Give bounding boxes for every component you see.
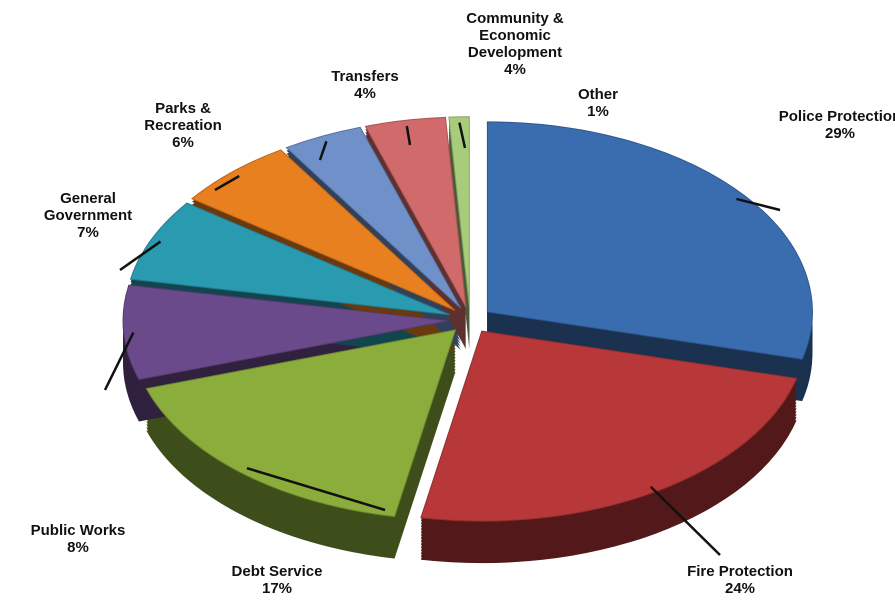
value-label: 24%: [724, 580, 756, 597]
category-label: Parks & Recreation: [144, 100, 222, 134]
category-label: Community & Economic Development: [466, 10, 564, 61]
value-label: 4%: [504, 61, 526, 78]
value-label: 7%: [77, 224, 99, 241]
category-label: Debt Service: [231, 563, 323, 580]
leader-line: [119, 240, 162, 272]
slice: [122, 284, 449, 381]
value-label: 4%: [354, 85, 376, 102]
data-label: Debt Service 17%: [182, 563, 372, 597]
category-label: Fire Protection: [687, 563, 793, 580]
slice: [145, 329, 457, 518]
data-label: Community & Economic Development 4%: [420, 10, 610, 78]
slice: [191, 149, 456, 311]
value-label: 8%: [67, 539, 89, 556]
category-label: Police Protection: [778, 108, 895, 125]
slice: [486, 121, 813, 360]
leader-line: [318, 140, 328, 161]
data-label: Public Works 8%: [0, 522, 173, 556]
value-label: 29%: [824, 125, 856, 142]
data-label: Parks & Recreation 6%: [88, 100, 278, 151]
leader-line: [214, 174, 240, 192]
value-label: 1%: [587, 103, 609, 120]
slice: [364, 116, 467, 308]
data-label: Police Protection 29%: [745, 108, 895, 142]
category-label: General Government: [43, 190, 133, 224]
slice: [285, 126, 462, 309]
slice: [448, 116, 470, 307]
value-label: 17%: [261, 580, 293, 597]
data-label: Other 1%: [503, 86, 693, 120]
data-label: Transfers 4%: [270, 68, 460, 102]
leader-line: [458, 122, 467, 149]
leader-line: [246, 466, 386, 512]
slice: [129, 202, 451, 316]
category-label: Transfers: [331, 68, 399, 85]
category-label: Public Works: [30, 522, 126, 539]
data-label: Fire Protection 24%: [645, 563, 835, 597]
value-label: 6%: [172, 134, 194, 151]
leader-line: [649, 485, 721, 556]
category-label: Other: [577, 86, 618, 103]
leader-line: [405, 125, 412, 146]
leader-line: [736, 197, 781, 212]
data-label: General Government 7%: [0, 190, 183, 241]
leader-line: [103, 331, 135, 391]
